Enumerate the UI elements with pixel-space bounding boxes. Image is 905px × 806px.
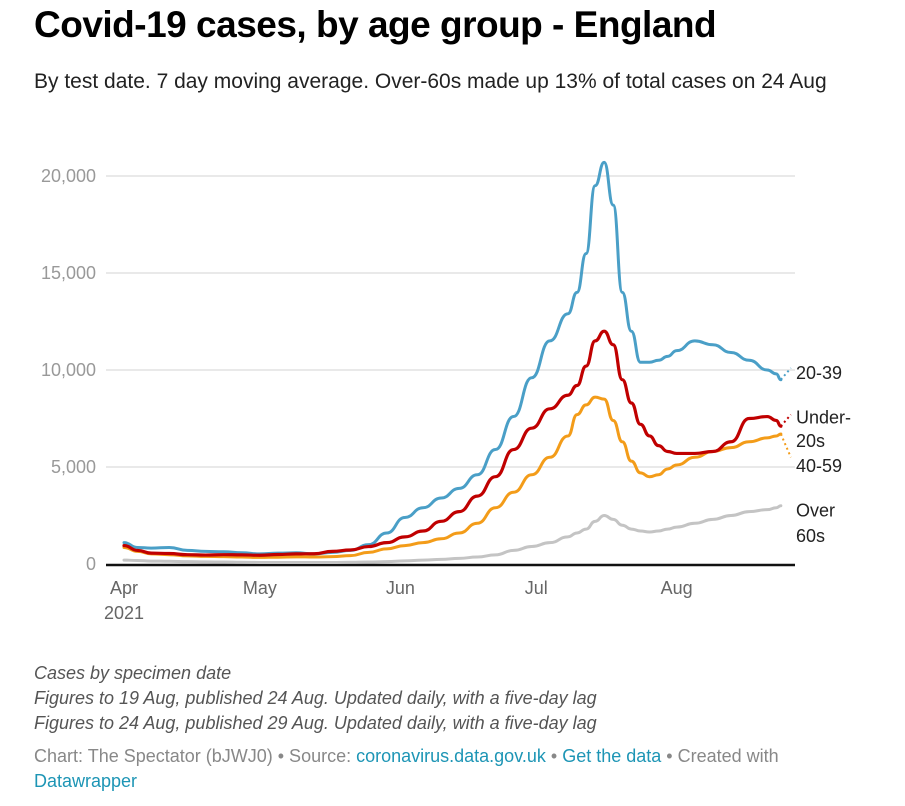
series-label: Under-	[796, 408, 851, 428]
chart-byline: Chart: The Spectator (bJWJ0) • Source: c…	[34, 744, 854, 794]
chart-title: Covid-19 cases, by age group - England	[34, 4, 717, 45]
chart-subtitle: By test date. 7 day moving average. Over…	[34, 70, 827, 93]
x-tick-label: May	[243, 578, 277, 598]
chart-notes: Cases by specimen date Figures to 19 Aug…	[34, 661, 597, 736]
series-label: 20s	[796, 431, 825, 451]
y-tick-label: 20,000	[41, 166, 96, 186]
series-line-under-20s	[122, 329, 783, 557]
x-tick-label: Jul	[525, 578, 548, 598]
series-label: 60s	[796, 526, 825, 546]
x-tick-year-label: 2021	[104, 603, 144, 623]
gridlines	[106, 175, 795, 468]
projection-under-20s	[780, 413, 792, 427]
source-link[interactable]: coronavirus.data.gov.uk	[356, 746, 546, 766]
series-lines	[122, 160, 792, 564]
note-line: Figures to 24 Aug, published 29 Aug. Upd…	[34, 713, 597, 733]
y-tick-label: 10,000	[41, 360, 96, 380]
series-label: Over	[796, 501, 835, 521]
y-tick-label: 0	[86, 554, 96, 574]
y-tick-label: 15,000	[41, 263, 96, 283]
series-line-over-60s	[122, 504, 783, 564]
get-data-link[interactable]: Get the data	[562, 746, 662, 766]
note-line: Figures to 19 Aug, published 24 Aug. Upd…	[34, 688, 597, 708]
datawrapper-link[interactable]: Datawrapper	[34, 771, 138, 791]
byline-created-with: • Created with	[661, 746, 779, 766]
series-label: 40-59	[796, 456, 842, 476]
x-axis-ticks: Apr 2021 May Jun Jul Aug	[104, 578, 693, 623]
note-line: Cases by specimen date	[34, 663, 232, 683]
series-labels: 20-39 Under- 20s 40-59 Over 60s	[796, 363, 851, 546]
byline-credit: Chart: The Spectator (bJWJ0) • Source:	[34, 746, 357, 766]
byline-separator: •	[545, 746, 563, 766]
projection-40-59	[779, 433, 792, 458]
series-line-40-59	[122, 395, 783, 559]
series-line-20-39	[122, 160, 783, 556]
y-tick-label: 5,000	[51, 457, 96, 477]
x-tick-label: Aug	[661, 578, 693, 598]
series-label: 20-39	[796, 363, 842, 383]
x-tick-label: Jun	[386, 578, 415, 598]
line-chart: 0 5,000 10,000 15,000 20,000 Apr 2021 May Jun Ju…	[41, 160, 851, 623]
y-axis-ticks: 0 5,000 10,000 15,000 20,000	[41, 166, 96, 574]
x-tick-label: Apr	[110, 578, 138, 598]
